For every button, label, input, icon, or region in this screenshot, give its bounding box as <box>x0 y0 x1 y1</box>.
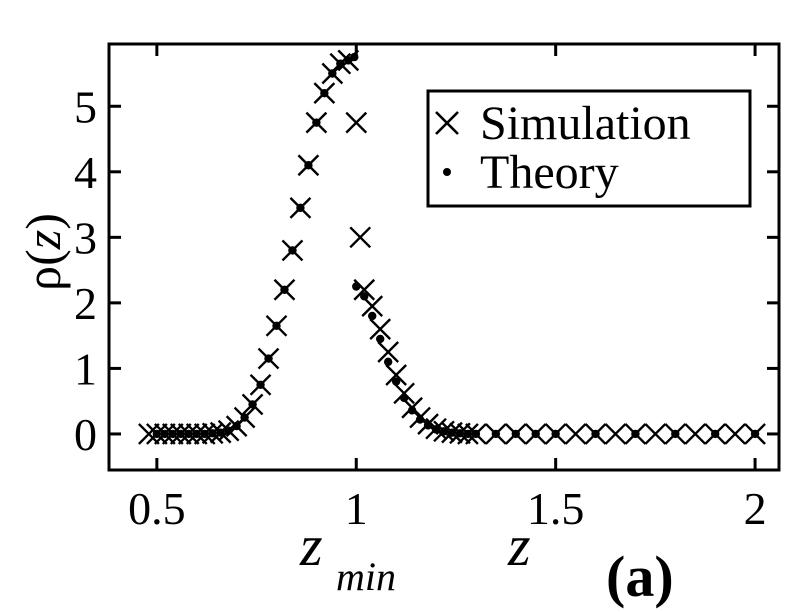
theory-point <box>368 311 377 321</box>
theory-point <box>531 429 540 439</box>
theory-point <box>336 59 345 68</box>
theory-point <box>491 429 501 439</box>
x-label-zmin-main: z <box>299 513 323 578</box>
x-tick-label: 2 <box>744 483 767 534</box>
y-tick-label: 2 <box>74 278 97 329</box>
theory-point <box>288 246 297 255</box>
x-tick-label: 0.5 <box>128 483 186 534</box>
theory-point <box>415 415 425 424</box>
theory-point <box>176 429 185 439</box>
theory-point <box>455 429 465 438</box>
theory-point <box>447 428 457 437</box>
theory-point <box>280 285 289 294</box>
theory-point <box>463 429 473 439</box>
series-theory <box>152 52 760 439</box>
theory-point <box>511 429 520 439</box>
simulation-point <box>369 318 392 340</box>
theory-point <box>631 429 640 439</box>
panel-label: (a) <box>606 544 674 609</box>
theory-point <box>320 88 329 98</box>
legend-label-theory: Theory <box>480 146 619 199</box>
theory-point <box>296 203 305 213</box>
simulation-point <box>393 382 415 405</box>
simulation-point <box>377 341 400 363</box>
theory-point <box>256 380 265 389</box>
x-tick-label: 1.5 <box>527 483 585 534</box>
x-axis-label: z <box>507 513 531 578</box>
simulation-point <box>644 423 667 445</box>
y-tick-label: 4 <box>74 147 97 198</box>
theory-point <box>551 429 560 439</box>
theory-point <box>272 321 281 331</box>
theory-point <box>200 429 209 439</box>
theory-point <box>360 292 369 301</box>
theory-point <box>160 429 170 439</box>
simulation-point <box>604 423 627 445</box>
theory-point <box>232 421 241 431</box>
theory-point <box>399 393 409 403</box>
theory-point <box>312 118 321 127</box>
simulation-point <box>724 423 746 445</box>
theory-point <box>216 428 225 437</box>
theory-point <box>208 429 217 438</box>
plot-frame <box>107 42 781 472</box>
legend-box <box>426 89 752 208</box>
theory-point <box>431 425 441 434</box>
legend-x-marker <box>435 111 459 135</box>
simulation-point <box>385 364 407 386</box>
theory-point <box>184 429 193 439</box>
svg-text:ρ(z): ρ(z) <box>15 213 71 291</box>
theory-point <box>391 377 401 386</box>
simulation-point <box>138 423 160 445</box>
theory-point <box>264 354 273 363</box>
x-label-zmin-sub: min <box>336 554 396 599</box>
theory-point <box>750 429 760 439</box>
y-label-close: ) <box>15 213 71 230</box>
theory-point <box>471 429 481 439</box>
theory-point <box>350 52 359 62</box>
y-tick-label: 0 <box>74 409 97 460</box>
y-tick-label: 5 <box>74 81 97 132</box>
theory-point <box>591 429 600 439</box>
simulation-point <box>564 423 587 445</box>
x-tick-label: 1 <box>345 483 368 534</box>
y-label-rho: ρ <box>15 266 71 291</box>
simulation-point <box>345 111 368 134</box>
theory-point <box>152 429 162 439</box>
theory-point <box>439 427 449 436</box>
theory-point <box>240 413 249 422</box>
data-marks <box>138 49 766 445</box>
axis-ticks: 0.5 1 1.5 2 0 1 2 3 4 5 <box>74 44 779 534</box>
legend-dot-marker <box>443 168 451 176</box>
theory-point <box>383 357 393 367</box>
legend: Simulation Theory <box>426 89 752 208</box>
theory-point <box>224 426 233 435</box>
simulation-point <box>684 423 707 445</box>
y-label-var: z <box>15 230 71 250</box>
simulation-point <box>349 226 372 249</box>
theory-point <box>671 429 680 439</box>
y-tick-label: 3 <box>74 212 97 263</box>
y-label-open: ( <box>15 249 71 266</box>
theory-point <box>352 282 361 291</box>
theory-point <box>328 69 337 78</box>
theory-point <box>304 161 313 170</box>
theory-point <box>407 406 417 415</box>
theory-point <box>423 421 433 430</box>
theory-point <box>248 400 257 409</box>
y-tick-label: 1 <box>74 343 97 394</box>
theory-point <box>710 429 720 439</box>
y-axis-label: ρ(z) <box>15 213 71 291</box>
theory-point <box>375 334 385 344</box>
theory-point <box>192 429 201 439</box>
legend-label-simulation: Simulation <box>480 97 691 150</box>
theory-point <box>168 429 178 439</box>
